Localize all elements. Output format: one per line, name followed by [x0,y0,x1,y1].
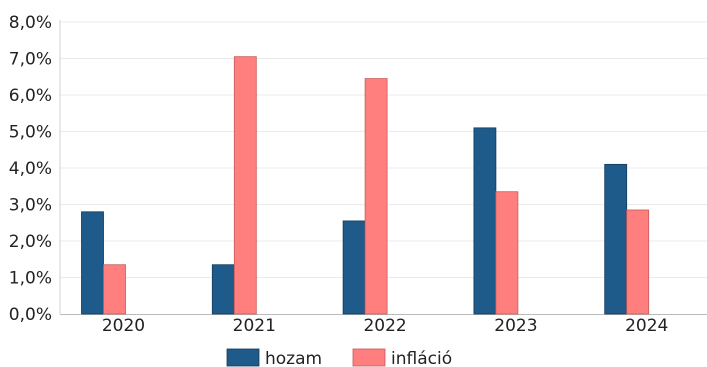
y-tick-labels: 0,0% 1,0% 2,0% 3,0% 4,0% 5,0% 6,0% 7,0% 8,0% [9,13,52,325]
bar-infláció-2021 [233,56,257,315]
legend-label-hozam: hozam [265,349,322,367]
x-tick-label: 2024 [625,316,668,336]
y-tick-label: 1,0% [9,269,52,289]
legend-label-infláció: infláció [391,349,452,367]
bar-hozam-2021 [211,264,235,315]
bar-infláció-2022 [364,78,388,315]
y-tick-label: 7,0% [9,50,52,70]
legend-swatch-hozam [226,348,260,367]
y-tick-label: 5,0% [9,123,52,143]
bar-hozam-2022 [342,220,366,315]
y-tick-label: 8,0% [9,13,52,33]
legend-swatch-infláció [352,348,386,367]
bar-hozam-2020 [81,211,104,315]
x-tick-label: 2023 [494,316,537,336]
axes [59,20,707,315]
x-tick-label: 2020 [102,316,145,336]
x-tick-label: 2022 [363,316,406,336]
y-tick-label: 6,0% [9,86,52,106]
bar-hozam-2023 [473,127,497,315]
bars [81,56,650,315]
x-tick-label: 2021 [233,316,276,336]
y-tick-label: 2,0% [9,232,52,252]
bar-infláció-2024 [626,209,650,315]
y-tick-label: 4,0% [9,159,52,179]
bar-infláció-2023 [495,191,519,315]
y-tick-label: 3,0% [9,196,52,216]
legend: hozam infláció [226,348,452,367]
bar-hozam-2024 [604,163,628,315]
y-tick-label: 0,0% [9,305,52,325]
x-tick-labels: 2020 2021 2022 2023 2024 [102,316,668,336]
bar-infláció-2020 [103,264,126,315]
